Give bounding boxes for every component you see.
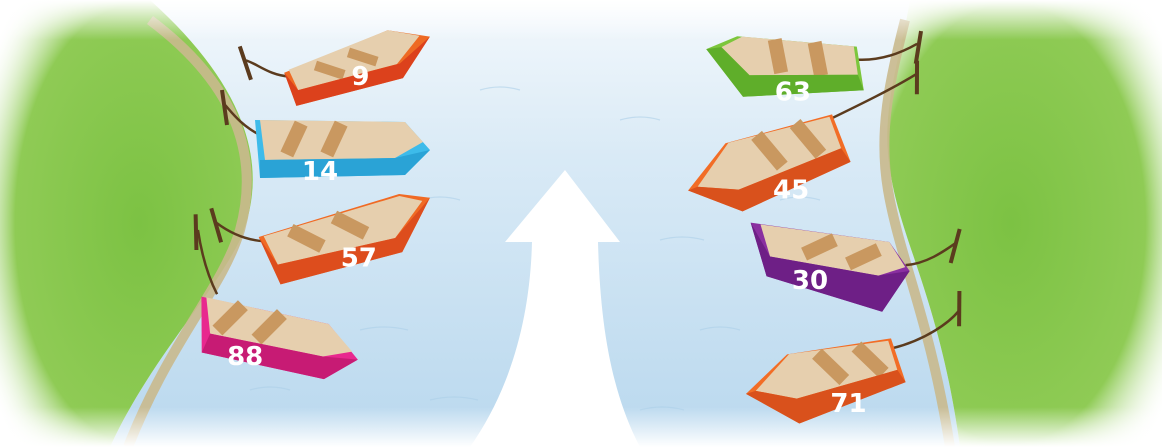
boat-seat <box>851 341 889 378</box>
boat-71: 71 <box>745 290 962 424</box>
boat-seat <box>330 210 370 240</box>
mooring-post <box>948 228 962 264</box>
mooring-rope <box>891 310 960 350</box>
boat-seat <box>313 60 346 80</box>
boat-seat <box>212 300 248 336</box>
mooring-rope <box>245 59 291 78</box>
boat-number: 63 <box>775 77 811 107</box>
boat-seat <box>251 309 287 345</box>
boat-side <box>688 148 851 212</box>
boat-45: 45 <box>688 60 920 212</box>
top-fade <box>0 0 1162 40</box>
mooring-rope <box>905 242 956 267</box>
boat-side <box>284 36 430 106</box>
boat-seat <box>801 233 838 261</box>
boat-number: 45 <box>773 176 809 206</box>
boat-seat <box>845 243 882 271</box>
boat-side <box>750 222 910 312</box>
mooring-post <box>914 60 920 95</box>
boat-number: 88 <box>227 342 263 372</box>
boat-seat <box>320 120 348 158</box>
boat-side <box>201 333 358 380</box>
mooring-post <box>193 214 199 251</box>
mooring-rope <box>827 73 918 122</box>
mooring-post <box>220 89 229 126</box>
boat-seat <box>767 38 789 75</box>
boat-57: 57 <box>209 194 430 285</box>
left-riverbank <box>0 0 253 447</box>
boat-side <box>258 197 430 285</box>
boat-number: 9 <box>351 62 369 92</box>
boat-seat <box>812 348 850 386</box>
mooring-rope <box>224 104 261 137</box>
boat-side <box>260 150 430 178</box>
boat-interior <box>263 195 423 265</box>
boat-63: 63 <box>706 30 924 107</box>
right-riverbank <box>879 0 1162 447</box>
mooring-rope <box>215 221 265 243</box>
mooring-post <box>209 207 224 243</box>
boat-number: 71 <box>830 389 866 419</box>
mooring-post <box>913 30 924 65</box>
boat-number: 14 <box>302 157 338 187</box>
boat-30: 30 <box>750 222 962 312</box>
boat-seat <box>287 223 326 253</box>
boat-seat <box>346 47 379 67</box>
boat-number: 57 <box>341 243 377 273</box>
boat-interior <box>288 30 420 91</box>
boat-side <box>706 47 864 97</box>
mooring-rope <box>855 42 918 62</box>
mooring-rope <box>196 229 219 295</box>
boat-seat <box>280 120 308 158</box>
boat-seat <box>807 40 828 77</box>
boat-side <box>745 369 906 424</box>
boat-seat <box>789 119 827 159</box>
boat-88: 88 <box>193 214 358 380</box>
up-arrow-icon <box>470 170 640 447</box>
mooring-post <box>957 290 962 327</box>
boat-seat <box>751 130 788 171</box>
boat-interior <box>760 224 906 276</box>
boat-number: 30 <box>792 266 828 296</box>
mooring-post <box>237 45 253 81</box>
boat-14: 14 <box>220 89 430 187</box>
boat-9: 9 <box>237 30 430 106</box>
